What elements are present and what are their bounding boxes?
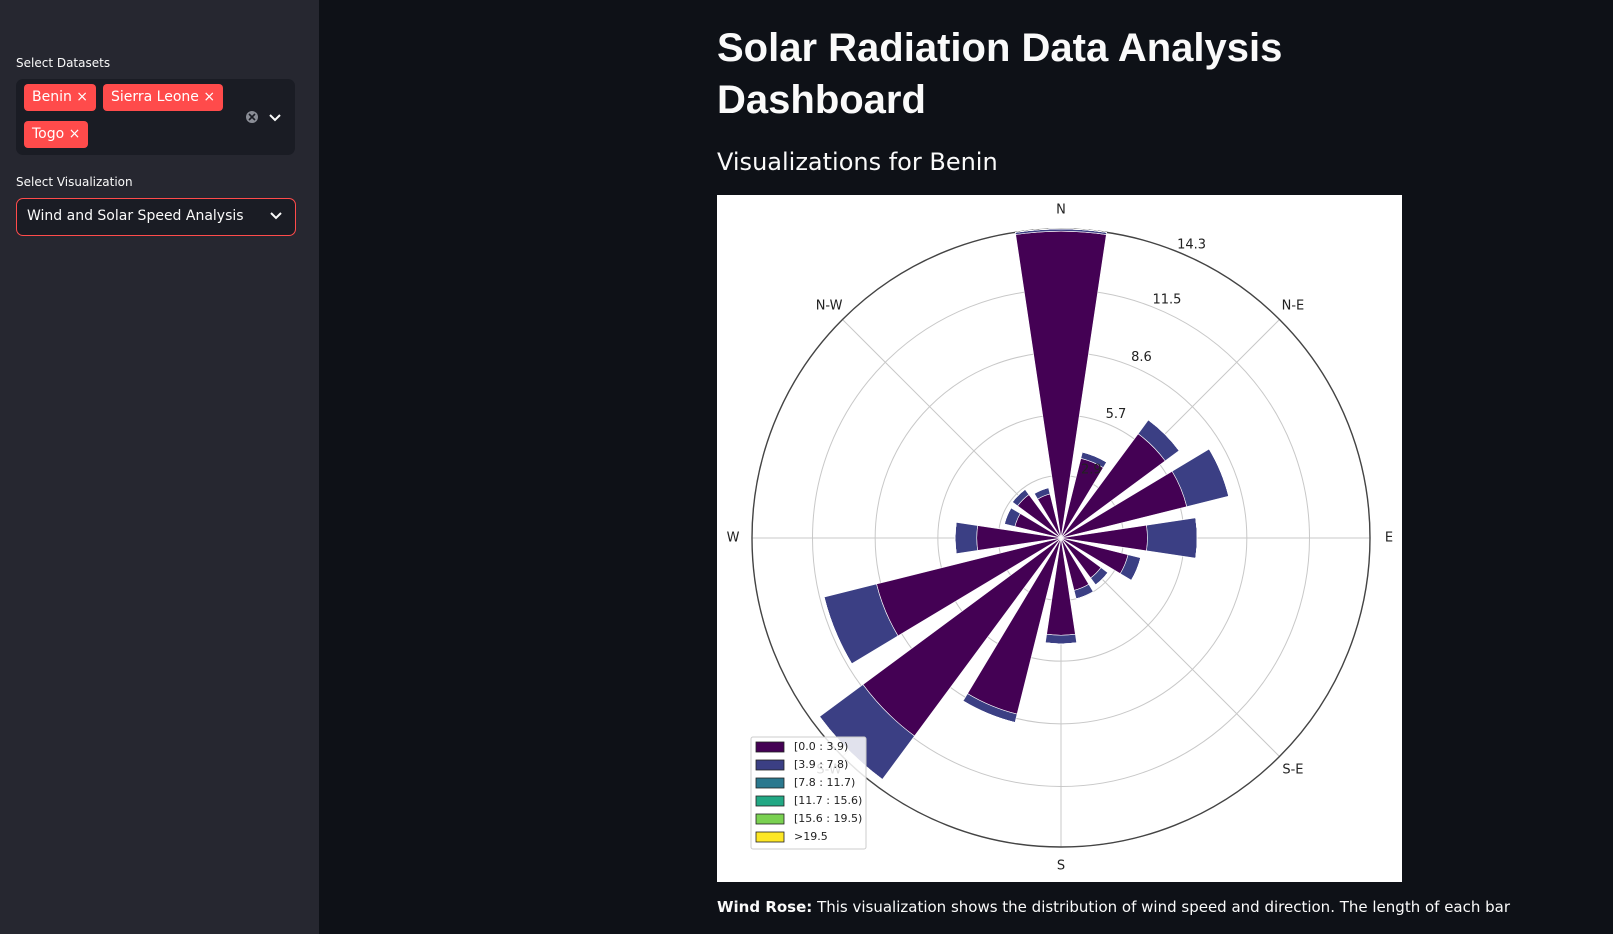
title-line: Solar Radiation Data Analysis	[717, 26, 1283, 70]
rose-segment	[1148, 419, 1180, 451]
rose-segment	[954, 522, 978, 554]
radial-tick-label: 8.6	[1131, 350, 1152, 365]
subheading: Visualizations for Benin	[717, 148, 998, 176]
legend-label: [7.8 : 11.7)	[794, 776, 855, 789]
title-line: Dashboard	[717, 78, 926, 122]
chevron	[270, 212, 282, 220]
legend-label: >19.5	[794, 830, 828, 843]
visualization-select[interactable]: Wind and Solar Speed Analysis	[16, 198, 296, 236]
legend-swatch	[755, 759, 785, 771]
rose-segment	[1045, 642, 1077, 645]
tag-text: Sierra Leone	[111, 89, 199, 105]
caption-text: This visualization shows the distributio…	[817, 898, 1511, 916]
legend-swatch	[755, 777, 785, 789]
radial-tick-label: 14.3	[1177, 237, 1206, 252]
rose-segment	[1012, 489, 1026, 503]
windrose-chart: NN-EES-ESS-WWN-W2.95.78.611.514.3[0.0 : …	[717, 195, 1402, 882]
angle-label: S-E	[1282, 762, 1303, 777]
angle-label: N-W	[816, 299, 843, 314]
legend-swatch	[755, 741, 785, 753]
radial-tick-label: 5.7	[1106, 407, 1127, 422]
rose-segment	[954, 522, 957, 554]
select-icons[interactable]	[244, 109, 284, 125]
tag-text: Benin	[32, 89, 72, 105]
visualization-label: Select Visualization	[16, 175, 133, 189]
legend-swatch	[755, 831, 785, 843]
legend-label: [11.7 : 15.6)	[794, 794, 862, 807]
tag[interactable]: Benin ×	[24, 84, 97, 111]
rose-segment	[962, 700, 1016, 723]
angle-label: N	[1056, 203, 1066, 218]
legend-label: [0.0 : 3.9)	[794, 740, 848, 753]
caption: Wind Rose: This visualization shows the …	[717, 898, 1510, 916]
rose-segment	[1045, 633, 1077, 645]
angle-label: S	[1057, 859, 1065, 874]
rose-segment	[1146, 517, 1198, 559]
radial-tick-label: 2.9	[1081, 462, 1102, 477]
angle-label: E	[1385, 531, 1393, 546]
tag[interactable]: Sierra Leone ×	[103, 84, 224, 111]
angle-label: W	[727, 531, 740, 546]
tag[interactable]: Togo ×	[24, 121, 89, 148]
title: Solar Radiation Data Analysis Dashboard	[717, 22, 1282, 126]
angle-label: N-E	[1282, 299, 1305, 314]
radial-tick-label: 11.5	[1152, 293, 1181, 308]
legend-label: [3.9 : 7.8)	[794, 758, 848, 771]
sidebar: Select Datasets Benin × Sierra Leone × T…	[0, 0, 319, 934]
rose-segment	[1095, 572, 1109, 586]
tag-text: Togo	[32, 126, 65, 142]
legend-swatch	[755, 795, 785, 807]
legend-swatch	[755, 813, 785, 825]
rose-segment	[1076, 591, 1094, 600]
caption-bold: Wind Rose:	[717, 898, 813, 916]
datasets-label: Select Datasets	[16, 56, 111, 70]
dataset-select[interactable]: Benin × Sierra Leone × Togo ×	[16, 79, 295, 155]
select-value: Wind and Solar Speed Analysis	[27, 208, 244, 224]
legend-label: [15.6 : 19.5)	[794, 812, 862, 825]
rose-segment	[1082, 451, 1107, 463]
rose-segment	[1015, 228, 1107, 233]
